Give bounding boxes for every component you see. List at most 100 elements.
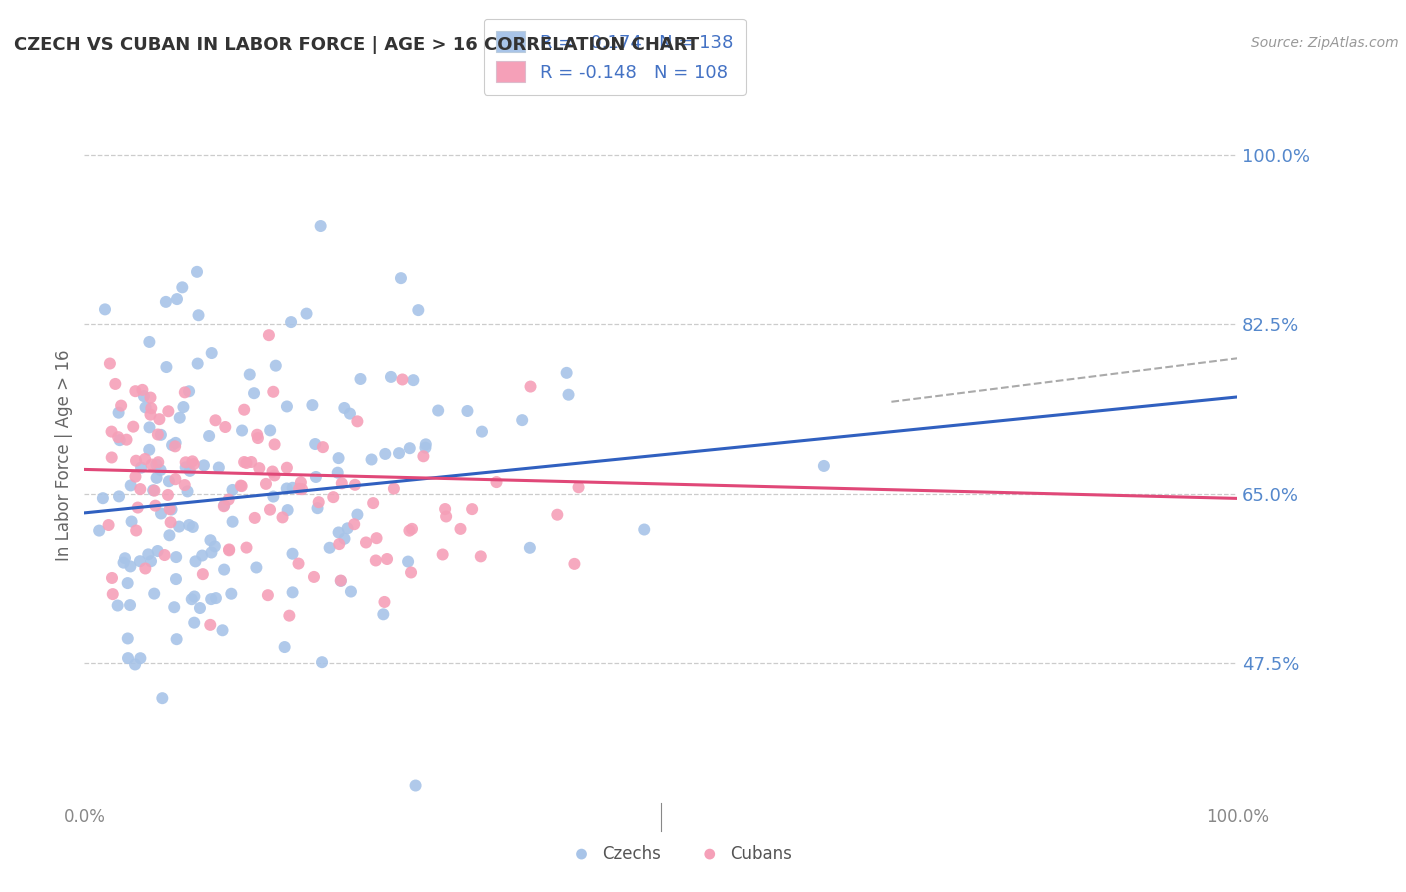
Point [129, 460, 152, 475]
Point [277, 503, 299, 517]
Point [329, 574, 352, 588]
Point [510, 413, 533, 427]
Point [129, 482, 152, 496]
Point [177, 384, 200, 399]
Point [281, 585, 304, 599]
Point [188, 601, 211, 615]
Point [461, 502, 484, 516]
Point [138, 334, 160, 349]
Point [143, 483, 166, 498]
Point [399, 566, 422, 580]
Point [564, 557, 586, 571]
Point [150, 691, 173, 706]
Point [134, 561, 156, 575]
Point [127, 500, 149, 515]
Point [276, 460, 298, 475]
Point [557, 388, 579, 402]
Point [235, 456, 257, 470]
Point [240, 455, 263, 469]
Point [398, 441, 420, 455]
Point [262, 465, 284, 479]
Point [100, 425, 122, 439]
Point [276, 400, 298, 414]
Point [122, 419, 145, 434]
Point [471, 425, 494, 439]
Point [150, 507, 173, 521]
Point [519, 541, 541, 555]
Point [434, 509, 457, 524]
Point [235, 541, 257, 555]
Point [398, 524, 420, 538]
Point [139, 408, 162, 422]
Point [354, 535, 377, 549]
Point [101, 571, 124, 585]
Point [146, 544, 169, 558]
Point [145, 458, 167, 472]
Point [172, 400, 194, 414]
Point [160, 438, 183, 452]
Point [200, 592, 222, 607]
Point [214, 420, 236, 434]
Point [117, 576, 139, 591]
Point [295, 307, 318, 321]
Point [89, 524, 111, 538]
Point [187, 308, 209, 322]
Point [155, 294, 177, 309]
Point [124, 384, 146, 399]
Point [91, 491, 114, 506]
Point [263, 437, 285, 451]
Point [432, 548, 454, 562]
Point [239, 368, 262, 382]
Point [172, 280, 194, 294]
Point [148, 455, 170, 469]
Point [129, 554, 152, 568]
Point [333, 401, 356, 415]
Point [112, 556, 135, 570]
Point [243, 511, 266, 525]
Point [391, 372, 413, 386]
Point [287, 557, 309, 571]
Point [312, 440, 335, 454]
Point [157, 404, 180, 418]
Point [212, 563, 235, 577]
Point [245, 560, 267, 574]
Point [160, 502, 183, 516]
Point [374, 447, 396, 461]
Point [135, 401, 157, 415]
Point [204, 540, 226, 554]
Point [141, 401, 163, 416]
Point [134, 452, 156, 467]
Point [231, 479, 253, 493]
Legend: R =   0.174   N = 138, R = -0.148   N = 108: R = 0.174 N = 138, R = -0.148 N = 108 [484, 19, 745, 95]
Point [262, 490, 284, 504]
Point [169, 410, 191, 425]
Point [108, 489, 131, 503]
Point [329, 574, 352, 588]
Point [183, 457, 205, 471]
Point [415, 437, 437, 451]
Point [259, 502, 281, 516]
Point [139, 554, 162, 568]
Point [184, 554, 207, 568]
Point [254, 476, 277, 491]
Point [146, 427, 169, 442]
Point [138, 442, 160, 457]
Point [434, 502, 457, 516]
Point [159, 502, 181, 516]
Point [257, 588, 280, 602]
Point [167, 519, 190, 533]
Point [156, 488, 179, 502]
Point [246, 427, 269, 442]
Point [330, 476, 353, 491]
Point [191, 549, 214, 563]
Point [148, 412, 170, 426]
Point [121, 515, 143, 529]
Point [281, 547, 304, 561]
Point [120, 478, 142, 492]
Point [360, 452, 382, 467]
Point [243, 386, 266, 401]
Point [305, 470, 328, 484]
Point [129, 651, 152, 665]
Point [280, 315, 302, 329]
Point [205, 591, 228, 606]
